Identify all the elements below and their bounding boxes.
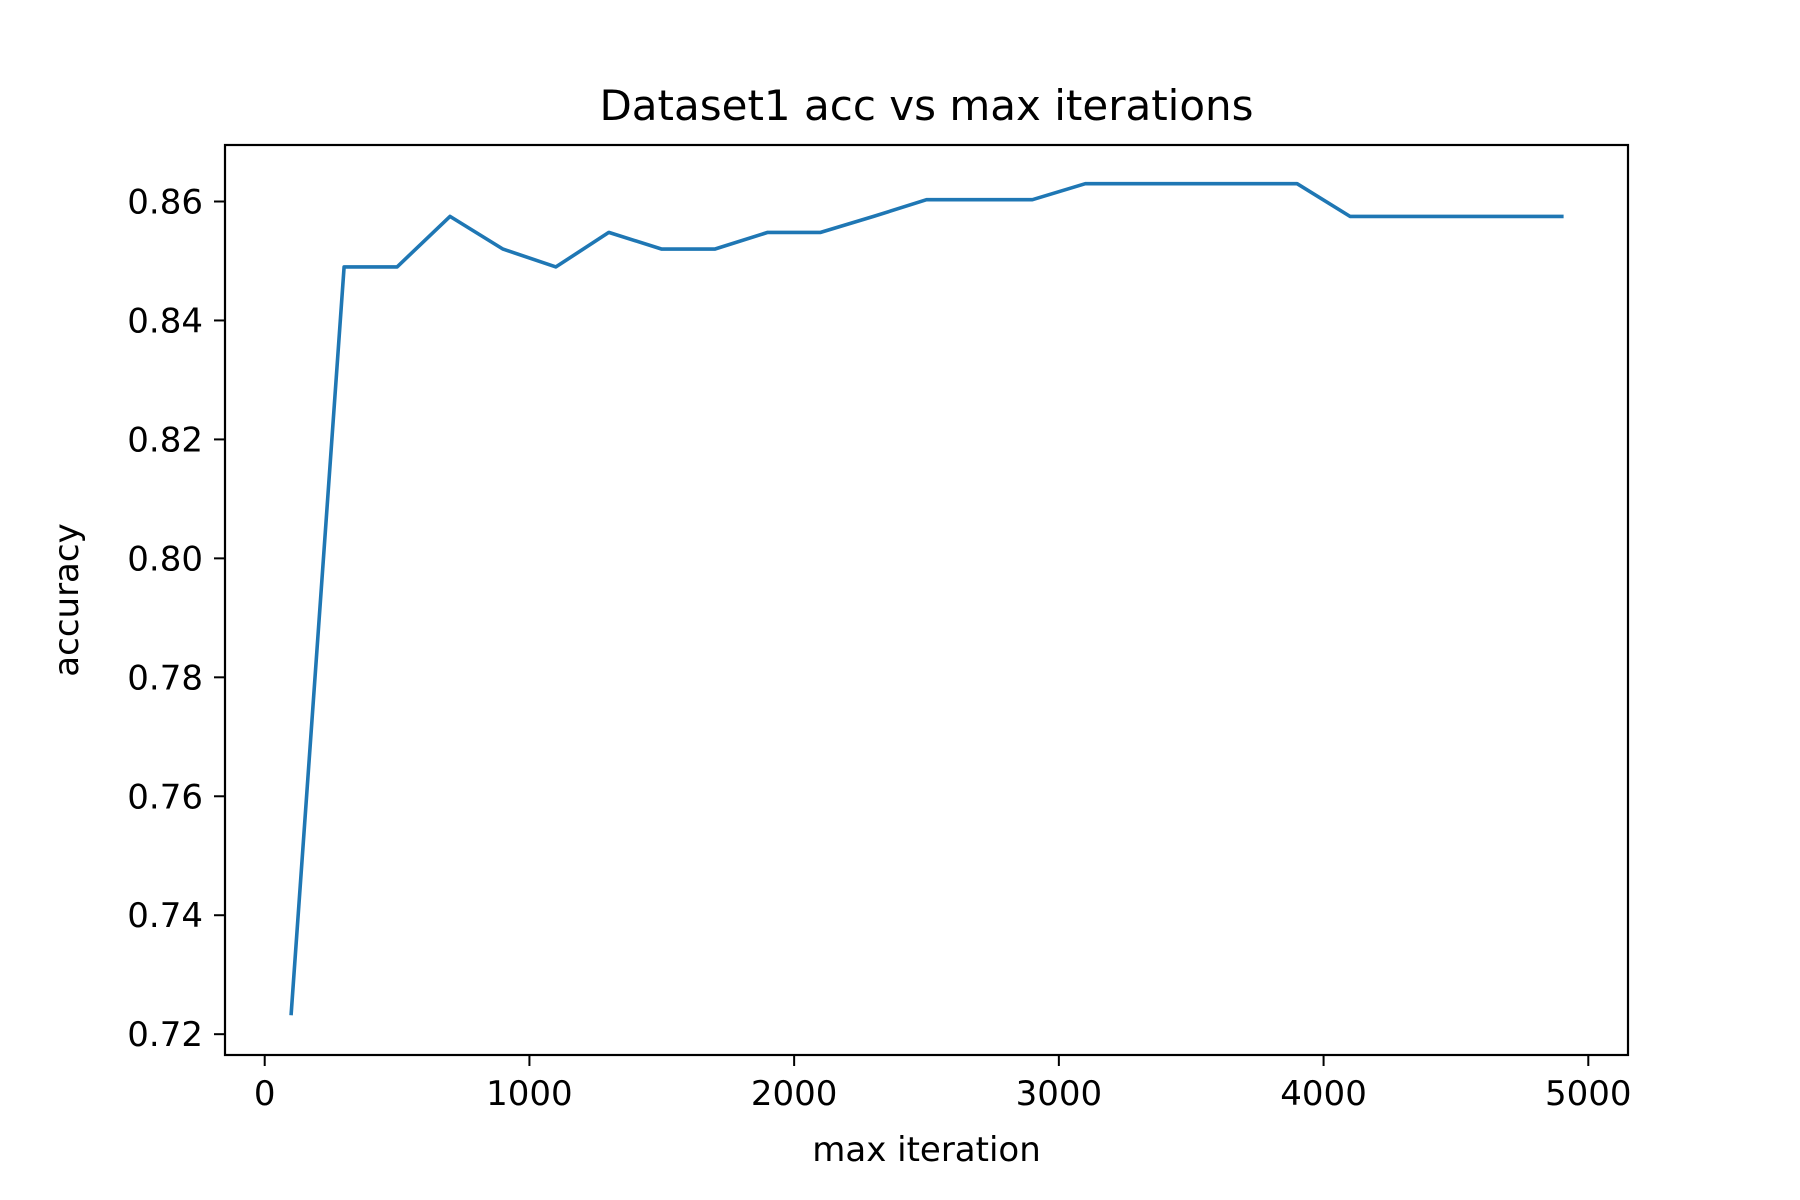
x-tick-label: 2000 xyxy=(751,1074,838,1114)
x-tick-label: 5000 xyxy=(1545,1074,1632,1114)
y-tick-label: 0.72 xyxy=(127,1015,203,1055)
x-tick-label: 1000 xyxy=(486,1074,573,1114)
y-tick-label: 0.74 xyxy=(127,896,203,936)
plot-area xyxy=(223,143,1630,1057)
y-tick-label: 0.78 xyxy=(127,658,203,698)
y-tick-label: 0.84 xyxy=(127,301,203,341)
y-tick-label: 0.80 xyxy=(127,539,203,579)
y-tick-label: 0.82 xyxy=(127,420,203,460)
x-tick-label: 4000 xyxy=(1280,1074,1367,1114)
x-tick-label: 3000 xyxy=(1016,1074,1103,1114)
x-axis: 0 1000 2000 3000 4000 5000 xyxy=(254,1055,1632,1114)
y-tick-label: 0.76 xyxy=(127,777,203,817)
y-tick-label: 0.86 xyxy=(127,183,203,223)
y-axis: 0.72 0.74 0.76 0.78 0.80 0.82 0.84 0.86 xyxy=(127,183,225,1055)
axes-frame xyxy=(223,143,1630,1057)
chart-title: Dataset1 acc vs max iterations xyxy=(599,81,1253,130)
x-tick-label: 0 xyxy=(254,1074,276,1114)
series-line xyxy=(289,181,1564,1016)
x-axis-label: max iteration xyxy=(812,1130,1041,1170)
y-axis-label: accuracy xyxy=(47,523,87,676)
